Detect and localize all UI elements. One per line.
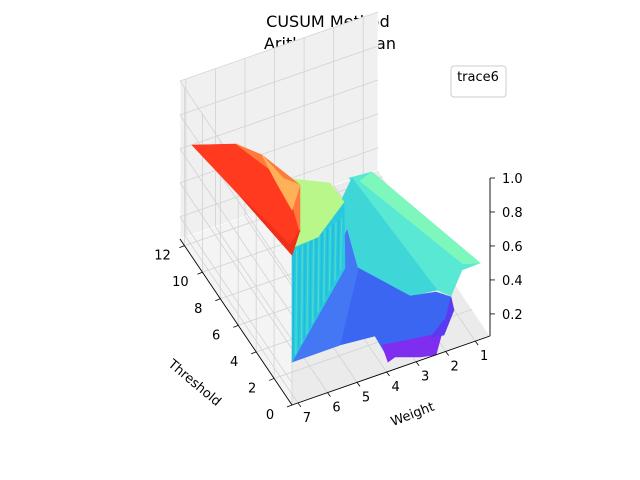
surface-curtain-stripe bbox=[334, 221, 337, 281]
x-tick-mark bbox=[356, 382, 361, 387]
surface-plot bbox=[191, 143, 481, 364]
y-tick-mark bbox=[233, 324, 239, 328]
y-tick-mark bbox=[268, 378, 275, 381]
surface-curtain-stripe bbox=[295, 249, 298, 355]
y-tick-label: 4 bbox=[230, 355, 238, 370]
grid-line-x-floor bbox=[185, 236, 299, 404]
x-tick-label: 4 bbox=[391, 380, 399, 395]
y-tick-label: 0 bbox=[266, 408, 274, 423]
surface-curtain-stripe bbox=[303, 243, 306, 339]
x-axis-label: Weight bbox=[389, 400, 437, 430]
surface-curtain-stripe bbox=[337, 219, 340, 276]
y-tick-mark bbox=[251, 351, 257, 355]
x-tick-mark bbox=[297, 402, 302, 408]
y-axis-label: Threshold bbox=[164, 356, 223, 409]
y-tick-label: 2 bbox=[248, 381, 256, 396]
surface-curtain-stripe bbox=[325, 227, 329, 297]
x-tick-label: 7 bbox=[303, 411, 311, 426]
y-tick-label: 6 bbox=[212, 328, 220, 343]
z-tick-label: 0.6 bbox=[502, 240, 523, 255]
legend-box bbox=[450, 65, 507, 98]
surface-curtain-stripe bbox=[317, 233, 320, 313]
surface-curtain-stripe bbox=[309, 239, 312, 329]
surface-dip-edge bbox=[429, 296, 455, 339]
surface-curtain-stripe bbox=[306, 241, 309, 334]
y-tick-label: 8 bbox=[194, 302, 202, 317]
y-tick-mark bbox=[215, 298, 221, 302]
grid-line-z-left bbox=[179, 182, 293, 350]
x-tick-mark bbox=[445, 351, 449, 356]
x-tick-label: 6 bbox=[332, 401, 340, 416]
x-tick-mark bbox=[415, 361, 420, 366]
y-tick-mark bbox=[286, 404, 293, 408]
surface-curtain-stripe bbox=[328, 225, 332, 292]
x-tick-mark bbox=[327, 392, 331, 397]
grid-line-z-back bbox=[179, 45, 379, 116]
surface-curtain-stripe bbox=[339, 217, 343, 270]
x-tick-mark bbox=[474, 340, 479, 346]
legend: trace6 bbox=[450, 65, 507, 98]
y-tick-label: 10 bbox=[172, 275, 189, 290]
x-axis-line bbox=[291, 335, 491, 406]
surface-curtain-stripe bbox=[311, 237, 315, 323]
grid-line-z-back bbox=[179, 11, 379, 82]
surface-curtain-stripe bbox=[323, 229, 326, 302]
z-tick-label: 1.0 bbox=[502, 172, 523, 187]
surface-curtain-stripe bbox=[314, 235, 318, 318]
surface-curtain-stripe bbox=[292, 251, 295, 361]
surface-curtain-stripe bbox=[320, 231, 323, 308]
surface-curtain-stripe bbox=[300, 245, 304, 345]
surface-red-shadow bbox=[239, 195, 301, 256]
grid-line-z-back bbox=[179, 79, 379, 150]
surface-curtain-stripe bbox=[297, 247, 301, 350]
grid-line-z-back bbox=[179, 113, 379, 184]
z-tick-label: 0.2 bbox=[502, 308, 523, 323]
x-tick-label: 3 bbox=[421, 370, 429, 385]
grid-line-x-floor bbox=[215, 226, 328, 393]
surface-curtain-stripe bbox=[331, 223, 334, 286]
legend-entry-trace6: trace6 bbox=[457, 70, 499, 85]
x-tick-label: 1 bbox=[480, 349, 488, 364]
x-tick-mark bbox=[386, 371, 390, 377]
surface-orange-light bbox=[261, 154, 301, 211]
y-tick-mark bbox=[197, 271, 203, 275]
x-tick-label: 2 bbox=[451, 359, 459, 374]
y-tick-mark bbox=[179, 245, 185, 249]
x-tick-label: 5 bbox=[362, 390, 370, 405]
grid-line-z-left bbox=[179, 114, 293, 282]
z-tick-label: 0.4 bbox=[502, 274, 523, 289]
y-tick-label: 12 bbox=[154, 249, 171, 264]
grid-line-z-left bbox=[179, 148, 293, 316]
grid-line-z-left bbox=[179, 216, 293, 384]
z-tick-label: 0.8 bbox=[502, 206, 523, 221]
y-axis-line bbox=[179, 238, 293, 406]
surface-plateau-edge bbox=[359, 171, 481, 265]
